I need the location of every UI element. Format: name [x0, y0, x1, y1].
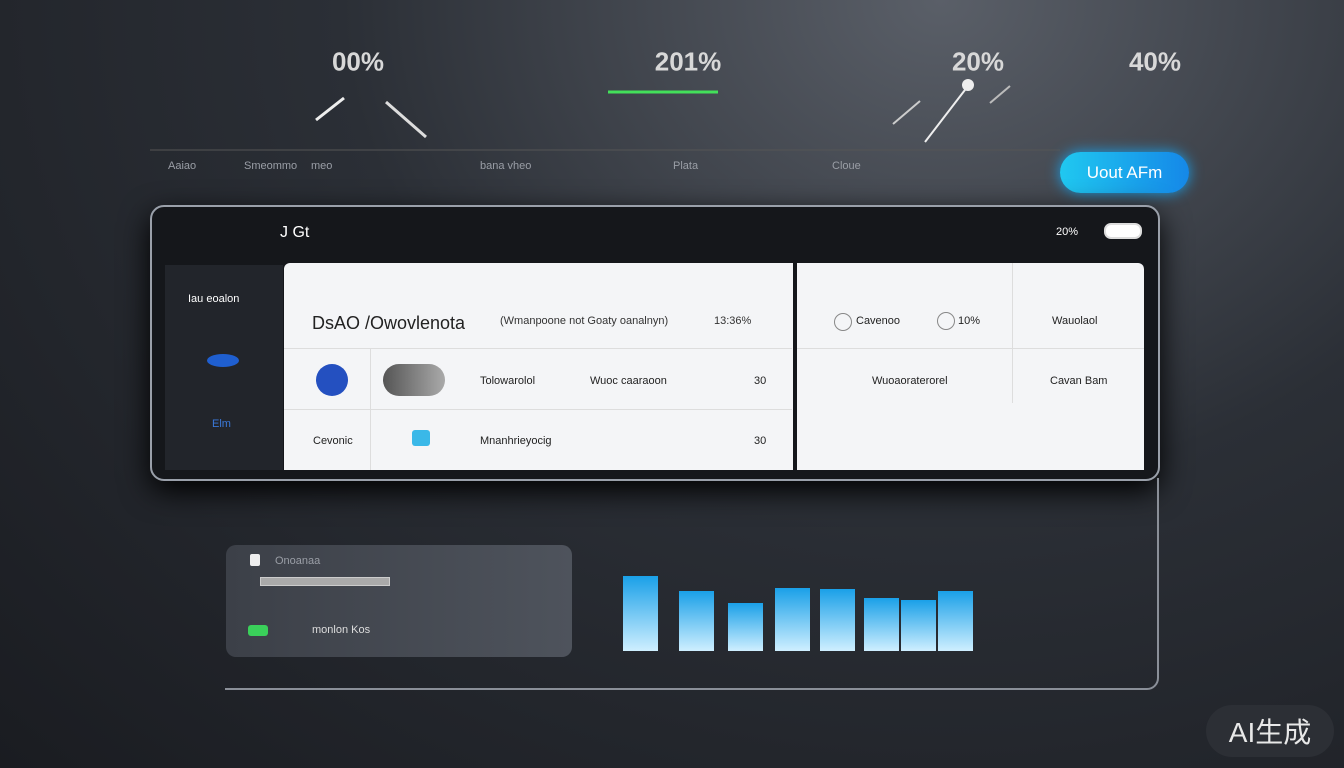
- cell: 30: [754, 375, 767, 387]
- stat: 40%: [1128, 46, 1182, 77]
- cell: Wauolaol: [1052, 315, 1098, 327]
- col-divider: [370, 348, 371, 470]
- stamp: 13:36%: [714, 315, 752, 327]
- cell: Wuoc caaraoon: [590, 375, 667, 387]
- nav-item[interactable]: bana vheo: [480, 160, 532, 172]
- cell: 30: [754, 435, 767, 447]
- panel-title: J Gt: [280, 224, 310, 241]
- nav-item[interactable]: Aaiao: [168, 160, 197, 172]
- cell: Cavan Bam: [1050, 375, 1108, 387]
- card-title: Onoanaa: [275, 555, 321, 567]
- cell: Cavenoo: [856, 315, 901, 327]
- stat: 20%: [951, 46, 1005, 77]
- bar: [728, 603, 763, 651]
- nav-item[interactable]: Cloue: [832, 160, 861, 172]
- row-divider: [797, 348, 1144, 349]
- card-label: monlon Kos: [312, 624, 371, 636]
- nav-item[interactable]: Smeommo: [244, 160, 298, 172]
- radio[interactable]: [834, 313, 852, 331]
- gauge-line: [924, 85, 969, 143]
- bar: [679, 591, 714, 651]
- gauge-line: [892, 100, 921, 125]
- sidebar-title: Iau eoalon: [188, 293, 240, 305]
- row-divider: [284, 409, 792, 410]
- cell: Cevonic: [313, 435, 353, 447]
- main-card: [284, 263, 793, 470]
- sidebar-icon[interactable]: [207, 354, 239, 367]
- gauge-line: [989, 85, 1011, 104]
- row-icon[interactable]: [316, 364, 348, 396]
- stat: 00%: [331, 46, 385, 77]
- gauge-dot: [962, 79, 974, 91]
- bar: [623, 576, 658, 651]
- side-card: [797, 263, 1144, 470]
- bar: [775, 588, 810, 651]
- bar: [901, 600, 936, 651]
- bar: [820, 589, 855, 651]
- card-icon: [248, 625, 268, 636]
- toggle[interactable]: [1104, 223, 1142, 239]
- row-icon[interactable]: [412, 430, 430, 446]
- cell: Tolowarolol: [480, 375, 536, 387]
- action-button[interactable]: Uout AFm: [1060, 152, 1189, 193]
- panel-status: 20%: [1056, 226, 1079, 238]
- nav-item[interactable]: meo: [311, 160, 333, 172]
- cell: Mnanhrieyocig: [480, 435, 552, 447]
- row-image: [383, 364, 445, 396]
- bar: [864, 598, 899, 651]
- cell: Wuoaoraterorel: [872, 375, 948, 387]
- subheading: (Wmanpoone not Goaty oanalnyn): [500, 315, 669, 327]
- gauge-line: [315, 96, 345, 122]
- watermark: AI生成: [1206, 705, 1334, 757]
- card-icon: [250, 554, 260, 566]
- row-divider: [284, 348, 792, 349]
- frame: [225, 478, 1159, 690]
- stat: 201%: [654, 46, 722, 77]
- radio[interactable]: [937, 312, 955, 330]
- info-card: [226, 545, 572, 657]
- progress: [260, 577, 390, 586]
- cell: 10%: [958, 315, 981, 327]
- col-divider: [1012, 263, 1013, 403]
- nav-item[interactable]: Plata: [673, 160, 699, 172]
- gauge-line: [385, 100, 427, 139]
- sidebar-item[interactable]: Elm: [212, 418, 231, 430]
- bar: [938, 591, 973, 651]
- sidebar: [165, 265, 283, 470]
- heading: DsAO /Owovlenota: [312, 313, 466, 333]
